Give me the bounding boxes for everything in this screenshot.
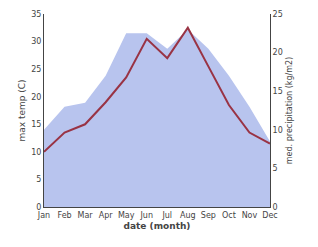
svg-text:Aug: Aug [180, 211, 196, 220]
svg-text:10: 10 [273, 126, 283, 135]
svg-text:0: 0 [273, 203, 278, 212]
svg-text:Jul: Jul [161, 211, 172, 220]
svg-text:Jun: Jun [139, 211, 153, 220]
svg-text:5: 5 [273, 164, 278, 173]
svg-text:Apr: Apr [99, 211, 114, 220]
svg-text:10: 10 [31, 148, 41, 157]
svg-text:15: 15 [273, 87, 283, 96]
svg-text:20: 20 [31, 93, 41, 102]
svg-text:Oct: Oct [222, 211, 236, 220]
svg-text:15: 15 [31, 120, 41, 129]
svg-text:Sep: Sep [201, 211, 216, 220]
svg-text:30: 30 [31, 37, 41, 46]
svg-text:Nov: Nov [242, 211, 258, 220]
svg-text:Mar: Mar [78, 211, 94, 220]
svg-text:20: 20 [273, 48, 283, 57]
svg-text:35: 35 [31, 10, 41, 19]
svg-text:25: 25 [31, 65, 41, 74]
svg-text:0: 0 [36, 203, 41, 212]
svg-text:med. precipitation (kg/m2): med. precipitation (kg/m2) [285, 57, 294, 164]
svg-text:max temp (C): max temp (C) [17, 79, 27, 141]
svg-text:Jan: Jan [37, 211, 50, 220]
svg-text:May: May [118, 211, 135, 220]
svg-text:25: 25 [273, 10, 283, 19]
svg-text:Dec: Dec [262, 211, 277, 220]
svg-text:date (month): date (month) [124, 221, 191, 231]
svg-text:5: 5 [36, 175, 41, 184]
svg-text:Feb: Feb [57, 211, 71, 220]
